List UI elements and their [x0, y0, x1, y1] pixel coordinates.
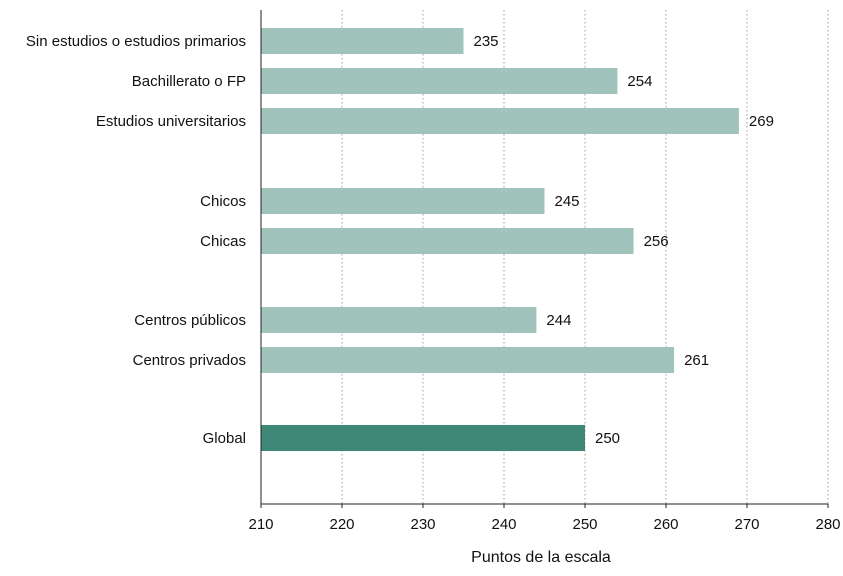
- value-label-7: 250: [595, 430, 620, 447]
- category-label-1: Bachillerato o FP: [132, 73, 246, 90]
- category-label-4: Chicas: [200, 233, 246, 250]
- x-tick-labels: 210 220 230 240 250 260 270 280: [248, 504, 841, 533]
- x-tick-label-210: 210: [248, 516, 273, 533]
- bar-2: [261, 108, 739, 134]
- axes: [260, 10, 828, 505]
- bar-1: [261, 68, 618, 94]
- x-tick-label-280: 280: [815, 516, 840, 533]
- category-label-6: Centros privados: [133, 352, 246, 369]
- value-label-4: 256: [644, 233, 669, 250]
- bar-6: [261, 347, 675, 373]
- value-label-6: 261: [684, 352, 709, 369]
- x-axis-title: Puntos de la escala: [471, 549, 611, 566]
- bars: Sin estudios o estudios primarios 235 Bach…: [26, 28, 774, 451]
- value-label-0: 235: [474, 33, 499, 50]
- value-label-5: 244: [546, 312, 571, 329]
- x-tick-label-250: 250: [572, 516, 597, 533]
- bar-3: [261, 188, 545, 214]
- category-label-7: Global: [203, 430, 246, 447]
- x-tick-label-240: 240: [491, 516, 516, 533]
- bar-0: [261, 28, 464, 54]
- category-label-3: Chicos: [200, 193, 246, 210]
- x-tick-label-230: 230: [410, 516, 435, 533]
- category-label-5: Centros públicos: [134, 312, 246, 329]
- value-label-1: 254: [627, 73, 652, 90]
- x-tick-label-270: 270: [734, 516, 759, 533]
- x-tick-label-260: 260: [653, 516, 678, 533]
- bar-7: [261, 425, 585, 451]
- bar-4: [261, 228, 634, 254]
- bar-5: [261, 307, 537, 333]
- x-tick-label-220: 220: [329, 516, 354, 533]
- category-label-0: Sin estudios o estudios primarios: [26, 33, 246, 50]
- value-label-3: 245: [555, 193, 580, 210]
- value-label-2: 269: [749, 113, 774, 130]
- category-label-2: Estudios universitarios: [96, 113, 246, 130]
